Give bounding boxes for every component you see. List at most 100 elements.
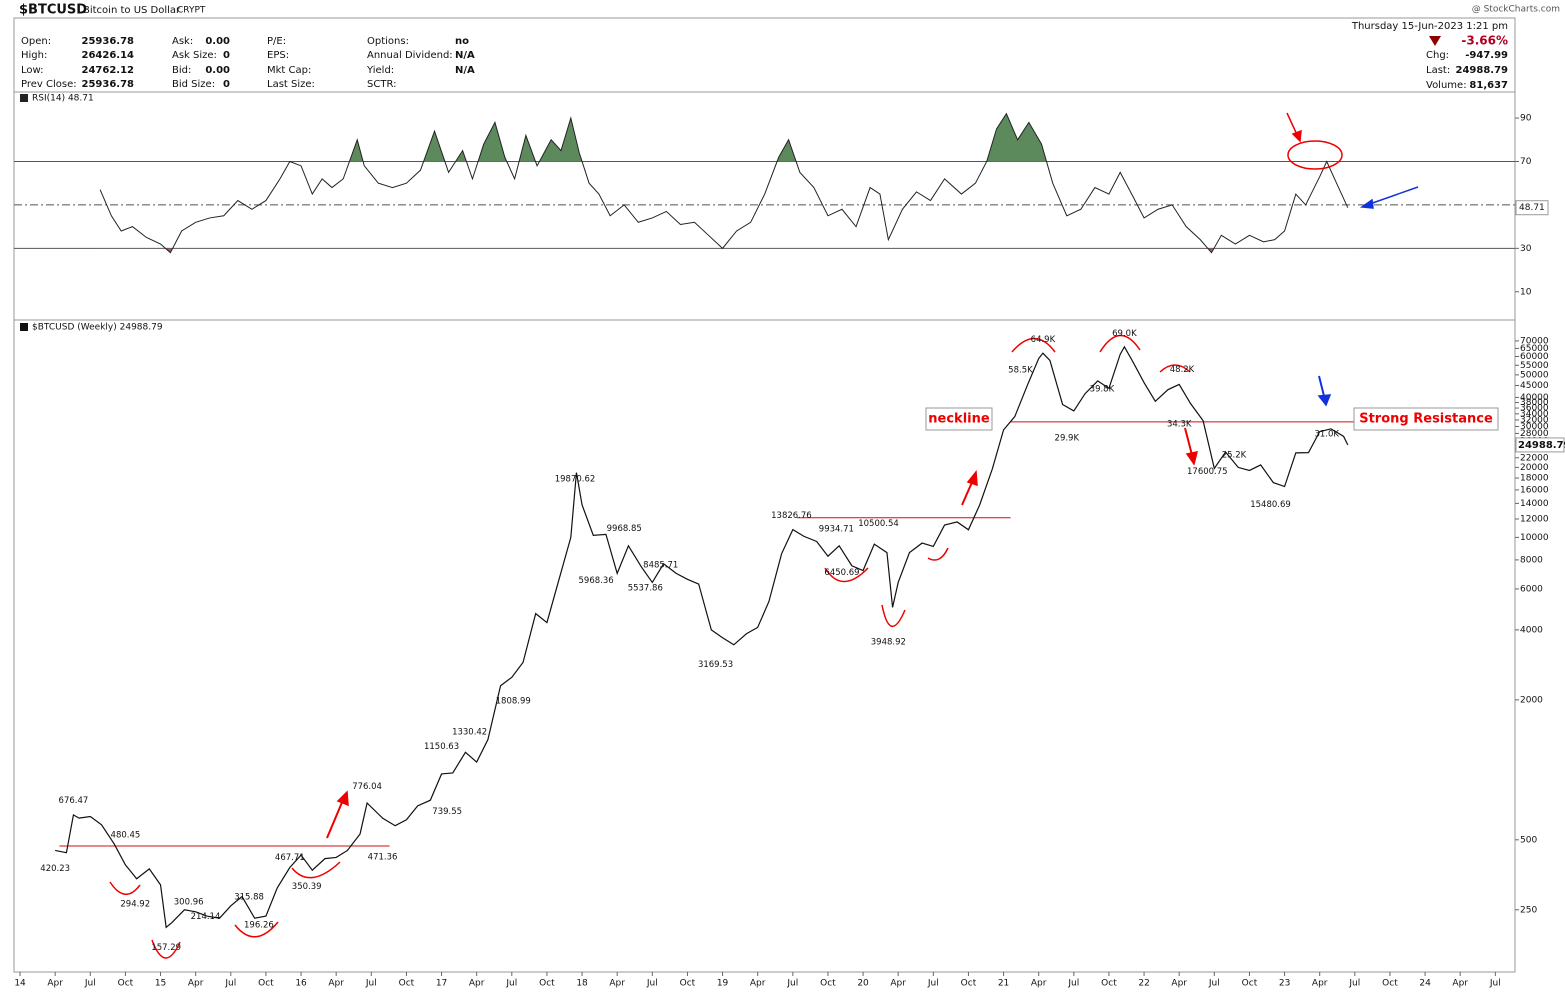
x-tick-label: Oct (399, 979, 415, 989)
y-tick-label: 34000 (1520, 409, 1549, 419)
y-tick-label: 12000 (1520, 514, 1549, 524)
y-tick-label: 4000 (1520, 625, 1543, 635)
price-annotation: 3948.92 (871, 638, 906, 648)
x-tick-label: Oct (258, 979, 274, 989)
price-annotation: 39.8K (1090, 384, 1115, 394)
x-tick-label: Jul (84, 979, 96, 989)
arc (109, 881, 141, 895)
quote-label: Options: (367, 36, 409, 47)
x-tick-label: Oct (1382, 979, 1398, 989)
x-tick-label: Oct (1242, 979, 1258, 989)
symbol-name: Bitcoin to US Dollar (83, 5, 181, 16)
price-annotation: 17600.75 (1187, 467, 1228, 477)
arrow (1184, 427, 1193, 456)
y-tick-label: 30 (1520, 244, 1532, 254)
x-tick-label: 22 (1138, 979, 1149, 989)
y-tick-label: 36000 (1520, 404, 1549, 414)
quote-label: Ask: (172, 36, 193, 47)
quote-value: 25936.78 (81, 36, 134, 47)
quote-label: Annual Dividend: (367, 50, 453, 61)
quote-value: no (455, 36, 469, 47)
price-annotation: 196.26 (244, 921, 274, 931)
note: neckline (928, 412, 990, 427)
y-tick-label: 50000 (1520, 370, 1549, 380)
frame (13, 17, 1516, 973)
y-tick-label: 70000 (1520, 336, 1549, 346)
circle (1287, 140, 1343, 170)
price-last-label: 24988.79 (1518, 440, 1565, 451)
y-tick-label: 16000 (1520, 485, 1549, 495)
legend-swatch (20, 94, 28, 102)
arrow-head (1185, 451, 1199, 466)
quote-label: Ask Size: (172, 50, 217, 61)
price-annotation: 13826.76 (771, 511, 812, 521)
quote-value: 25936.78 (81, 79, 134, 90)
price-annotation: 6450.69 (824, 568, 859, 578)
quote-value: 26426.14 (81, 50, 134, 61)
x-tick-label: Oct (820, 979, 836, 989)
price-annotation: 1808.99 (496, 696, 531, 706)
price-line (55, 345, 1349, 929)
x-tick-label: Apr (328, 979, 344, 989)
arrow (961, 479, 974, 506)
x-tick-label: 17 (436, 979, 447, 989)
quote-label: High: (21, 50, 47, 61)
down-icon (1429, 36, 1441, 46)
panel-title: $BTCUSD (Weekly) 24988.79 (32, 323, 163, 333)
x-tick-label: 19 (717, 979, 729, 989)
quote-label: P/E: (267, 36, 286, 47)
price-annotation: 776.04 (352, 782, 382, 792)
y-tick-label: 10 (1520, 287, 1532, 297)
x-tick-label: Oct (539, 979, 555, 989)
x-tick-label: 24 (1419, 979, 1431, 989)
quote-label: Prev Close: (21, 79, 77, 90)
y-tick-label: 38000 (1520, 398, 1549, 408)
y-tick-label: 45000 (1520, 381, 1549, 391)
price-annotation: 471.36 (368, 852, 398, 862)
y-tick-label: 40000 (1520, 393, 1549, 403)
price-annotation: 19870.62 (555, 475, 596, 485)
price-annotation: 157.29 (151, 943, 181, 953)
x-tick-label: Jul (646, 979, 658, 989)
price-annotation: 34.3K (1167, 419, 1192, 429)
arrow-head (1317, 394, 1332, 407)
price-annotation: 467.71 (275, 853, 305, 863)
x-tick-label: Jul (1208, 979, 1220, 989)
arrow-head (966, 470, 978, 487)
y-tick-label: 70 (1520, 157, 1532, 167)
price-annotation: 9968.85 (607, 524, 642, 534)
x-tick-label: Apr (47, 979, 63, 989)
y-tick-label: 20000 (1520, 463, 1549, 473)
arrow (326, 799, 344, 839)
panel-title: RSI(14) 48.71 (32, 94, 94, 104)
y-tick-label: 250 (1520, 905, 1537, 915)
y-tick-label: 2000 (1520, 695, 1543, 705)
price-annotation: 31.0K (1314, 430, 1339, 440)
quote-label: Last: (1426, 65, 1450, 76)
price-annotation: 15480.69 (1250, 500, 1291, 510)
quote-value: N/A (455, 50, 475, 61)
quote-value: N/A (455, 65, 475, 76)
x-tick-label: 20 (857, 979, 869, 989)
price-annotation: 25.2K (1222, 451, 1247, 461)
arrow-head (336, 790, 349, 807)
quote-label: Chg: (1426, 50, 1449, 61)
price-annotation: 315.88 (234, 893, 264, 903)
arrow-head (1359, 198, 1374, 209)
x-tick-label: Jul (1489, 979, 1501, 989)
annotations-layer (109, 112, 1499, 959)
arc (151, 939, 181, 959)
y-tick-label: 90 (1520, 114, 1532, 124)
date: Thursday 15-Jun-2023 1:21 pm (1351, 21, 1508, 32)
price-annotation: 9934.71 (819, 525, 854, 535)
x-tick-label: Jul (365, 979, 377, 989)
price-annotation: 214.14 (191, 912, 221, 922)
x-tick-label: Oct (1101, 979, 1117, 989)
x-tick-label: Apr (1312, 979, 1328, 989)
quote-label: Last Size: (267, 79, 315, 90)
x-tick-label: Apr (188, 979, 204, 989)
quote-value: 0.00 (205, 36, 230, 47)
arc (1011, 337, 1056, 353)
legend-swatch (20, 323, 28, 331)
